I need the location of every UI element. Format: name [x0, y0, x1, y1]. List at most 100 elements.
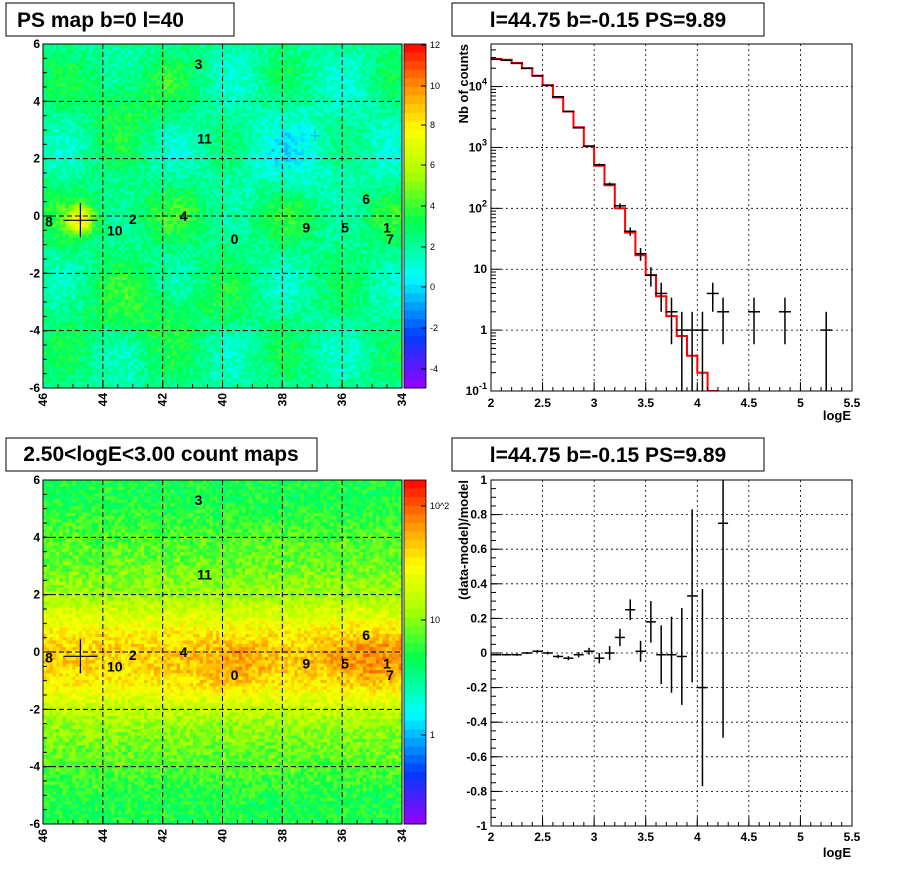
heatmap-cell — [88, 204, 93, 209]
heatmap-cell — [69, 142, 73, 146]
heatmap-cell — [183, 83, 187, 87]
heatmap-cell — [183, 109, 187, 114]
heatmap-cell — [62, 80, 67, 84]
heatmap-cell — [101, 368, 106, 373]
heatmap-cell — [111, 230, 116, 235]
heatmap-cell — [49, 63, 54, 68]
heatmap-cell — [147, 155, 152, 160]
heatmap-cell — [167, 240, 171, 245]
heatmap-cell — [127, 76, 132, 81]
heatmap-cell — [46, 378, 50, 382]
heatmap-cell — [52, 355, 57, 359]
heatmap-cell — [167, 335, 171, 340]
heatmap-cell — [108, 201, 112, 205]
heatmap-cell — [144, 96, 148, 101]
heatmap-cell — [65, 168, 70, 173]
heatmap-cell — [111, 204, 116, 209]
heatmap-cell — [59, 63, 63, 68]
heatmap-cell — [124, 227, 129, 232]
heatmap-cell — [153, 53, 158, 58]
heatmap-cell — [183, 302, 187, 307]
heatmap-cell — [193, 247, 197, 251]
heatmap-cell — [69, 279, 73, 284]
heatmap-cell — [101, 125, 106, 130]
heatmap-cell — [75, 270, 80, 274]
heatmap-cell — [78, 122, 83, 127]
heatmap-cell — [108, 266, 112, 271]
heatmap-cell — [176, 351, 181, 356]
heatmap-cell — [127, 181, 132, 186]
heatmap-cell — [153, 158, 158, 163]
heatmap-cell — [183, 325, 187, 330]
heatmap-cell — [62, 161, 67, 166]
heatmap-cell — [78, 76, 83, 81]
heatmap-cell — [88, 276, 93, 281]
heatmap-cell — [82, 217, 86, 222]
heatmap-cell — [69, 93, 73, 97]
heatmap-cell — [163, 302, 168, 307]
heatmap-cell — [52, 276, 57, 281]
heatmap-cell — [147, 132, 152, 137]
heatmap-cell — [52, 332, 57, 336]
heatmap-cell — [157, 194, 161, 199]
heatmap-cell — [85, 152, 90, 156]
heatmap-cell — [43, 381, 47, 386]
heatmap-cell — [75, 240, 80, 245]
heatmap-cell — [82, 384, 86, 388]
heatmap-cell — [101, 194, 106, 199]
heatmap-cell — [69, 283, 73, 287]
heatmap-cell — [176, 250, 181, 255]
heatmap-cell — [121, 270, 125, 274]
heatmap-cell — [75, 184, 80, 189]
heatmap-cell — [82, 243, 86, 248]
heatmap-cell — [170, 250, 174, 255]
heatmap-cell — [105, 319, 109, 323]
heatmap-cell — [91, 207, 96, 212]
heatmap-cell — [88, 247, 93, 251]
heatmap-cell — [114, 260, 119, 264]
heatmap-cell — [147, 355, 152, 359]
heatmap-cell — [176, 161, 181, 166]
heatmap-cell — [140, 83, 145, 87]
heatmap-cell — [153, 197, 158, 202]
heatmap-cell — [108, 276, 112, 281]
heatmap-cell — [137, 96, 142, 101]
heatmap-cell — [118, 116, 122, 120]
heatmap-cell — [43, 204, 47, 209]
heatmap-cell — [72, 283, 77, 287]
heatmap-cell — [137, 50, 142, 55]
heatmap-cell — [101, 201, 106, 205]
heatmap-cell — [167, 309, 171, 314]
heatmap-cell — [196, 89, 201, 94]
heatmap-cell — [176, 312, 181, 317]
heatmap-cell — [88, 266, 93, 271]
heatmap-cell — [124, 306, 129, 310]
heatmap-cell — [105, 175, 109, 179]
heatmap-cell — [134, 116, 139, 120]
heatmap-cell — [131, 158, 135, 163]
heatmap-cell — [137, 207, 142, 212]
heatmap-cell — [147, 309, 152, 314]
heatmap-cell — [180, 381, 184, 386]
heatmap-cell — [59, 129, 63, 133]
heatmap-cell — [62, 224, 67, 228]
heatmap-cell — [59, 332, 63, 336]
heatmap-cell — [46, 197, 50, 202]
heatmap-cell — [78, 142, 83, 146]
heatmap-cell — [153, 253, 158, 258]
heatmap-cell — [170, 96, 174, 101]
heatmap-cell — [105, 384, 109, 388]
heatmap-cell — [98, 194, 103, 199]
heatmap-cell — [134, 273, 139, 278]
heatmap-cell — [140, 109, 145, 114]
heatmap-cell — [59, 191, 63, 196]
heatmap-cell — [78, 184, 83, 189]
heatmap-cell — [111, 240, 116, 245]
heatmap-cell — [183, 361, 187, 366]
heatmap-cell — [43, 355, 47, 359]
heatmap-cell — [176, 286, 181, 291]
heatmap-cell — [114, 125, 119, 130]
heatmap-cell — [176, 145, 181, 150]
heatmap-cell — [78, 178, 83, 182]
heatmap-cell — [85, 227, 90, 232]
